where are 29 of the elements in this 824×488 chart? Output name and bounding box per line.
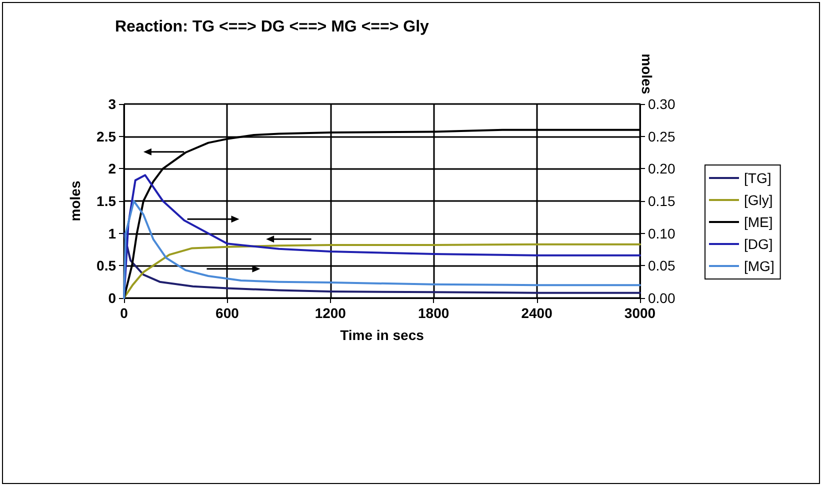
- y-axis-title: moles: [67, 180, 83, 222]
- chart-title: Reaction: TG <==> DG <==> MG <==> Gly: [115, 18, 430, 36]
- legend-label: [TG]: [744, 170, 772, 186]
- y2-tick-label: 0.10: [648, 225, 676, 242]
- y2-axis-title: moles: [639, 54, 655, 94]
- y2-tick-label: 0.25: [648, 128, 676, 144]
- x-tick-label: 1200: [314, 305, 346, 321]
- y-tick-label: 3: [108, 96, 116, 112]
- y-tick-label: 1.5: [96, 193, 116, 209]
- y-tick-label: 1: [108, 225, 116, 242]
- y-tick-label: 0.5: [96, 258, 116, 274]
- y2-tick-label: 0.20: [648, 160, 676, 177]
- y2-tick-label: 0.05: [648, 258, 676, 274]
- x-tick-label: 1800: [418, 305, 450, 321]
- x-tick-label: 0: [120, 305, 128, 321]
- y2-tick-label: 0.15: [648, 193, 676, 209]
- legend-label: [MG]: [744, 258, 774, 274]
- x-tick-label: 3000: [624, 305, 656, 321]
- y-tick-label: 2: [108, 160, 116, 177]
- x-tick-label: 2400: [521, 305, 553, 321]
- x-tick-label: 600: [216, 305, 240, 321]
- legend-label: [ME]: [744, 214, 773, 230]
- y-tick-label: 0: [108, 290, 116, 306]
- x-axis-title: Time in secs: [340, 327, 424, 343]
- y2-tick-label: 0.00: [648, 290, 676, 306]
- y-tick-label: 2.5: [96, 128, 116, 144]
- legend-label: [DG]: [744, 236, 773, 252]
- y2-tick-label: 0.30: [648, 96, 676, 112]
- legend-label: [Gly]: [744, 192, 773, 208]
